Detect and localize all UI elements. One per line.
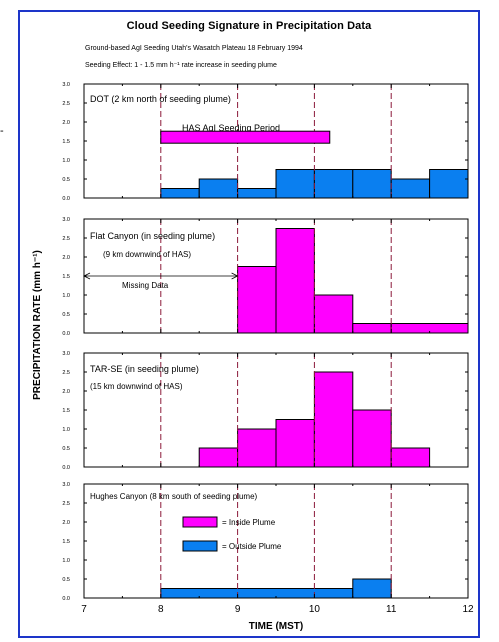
tar-se-ytick-label-0: 0.0 [62, 465, 70, 471]
flat-canyon-label: Flat Canyon (in seeding plume) [90, 231, 215, 241]
hughes-canyon-label: Hughes Canyon (8 km south of seeding plu… [90, 492, 258, 501]
xtick-label-2: 9 [235, 604, 241, 615]
flat-canyon-missing-arrow-right [231, 272, 239, 280]
flat-canyon-inside-bar-3 [352, 323, 392, 334]
dot-ytick-label-1: 0.5 [62, 177, 70, 183]
hughes-canyon-ytick-label-3: 1.5 [62, 539, 70, 545]
hughes-canyon-ytick-label-2: 1.0 [62, 558, 70, 564]
tar-se-distance-label: (15 km downwind of HAS) [90, 382, 183, 391]
hughes-canyon-ytick-label-5: 2.5 [62, 501, 70, 507]
dot-ytick-label-5: 2.5 [62, 101, 70, 107]
dot-outside-bar-1 [198, 178, 239, 199]
tar-se-inside-bar-1 [237, 428, 277, 468]
flat-canyon-missing-arrow-left [83, 272, 91, 280]
dot-ytick-label-6: 3.0 [62, 82, 70, 88]
chart-title: Cloud Seeding Signature in Precipitation… [126, 20, 372, 32]
legend-label-0: = Inside Plume [222, 518, 276, 527]
hughes-canyon-ytick-label-6: 3.0 [62, 482, 70, 488]
dot-outside-bar-7 [429, 169, 469, 199]
dot-ytick-label-0: 0.0 [62, 196, 70, 202]
chart-subtitle-1: Ground-based AgI Seeding Utah's Wasatch … [85, 45, 303, 52]
tar-se-ytick-label-6: 3.0 [62, 351, 70, 357]
chart-subtitle-2: Seeding Effect: 1 - 1.5 mm h⁻¹ rate incr… [85, 62, 277, 69]
tar-se-ytick-label-2: 1.0 [62, 427, 70, 433]
flat-canyon-ytick-label-4: 2.0 [62, 255, 70, 261]
flat-canyon-distance-label: (9 km downwind of HAS) [103, 250, 191, 259]
hughes-canyon-ytick-label-0: 0.0 [62, 596, 70, 602]
tar-se-inside-bar-3 [313, 371, 354, 468]
hughes-canyon-outside-bar-1 [352, 578, 392, 599]
dot-outside-bar-2 [237, 188, 277, 199]
hughes-canyon-ytick-label-1: 0.5 [62, 577, 70, 583]
dot-outside-bar-6 [390, 178, 431, 199]
legend-swatch-1 [182, 540, 218, 552]
tar-se-inside-bar-5 [390, 447, 431, 468]
y-axis-title: PRECIPITATION RATE (mm h⁻¹) [32, 250, 43, 400]
dot-outside-bar-5 [352, 169, 392, 199]
hughes-canyon-outside-bar-0 [160, 588, 354, 599]
xtick-label-3: 10 [309, 604, 321, 615]
dot-ytick-label-2: 1.0 [62, 158, 70, 164]
tar-se-label: TAR-SE (in seeding plume) [90, 364, 199, 374]
dot-ytick-label-3: 1.5 [62, 139, 70, 145]
dot-outside-bar-0 [160, 188, 200, 199]
legend-swatch-0 [182, 516, 218, 528]
tar-se-inside-bar-0 [198, 447, 239, 468]
dot-seeding-label: HAS AgI Seeding Period [182, 123, 280, 133]
xtick-label-5: 12 [462, 604, 474, 615]
flat-canyon-ytick-label-0: 0.0 [62, 331, 70, 337]
side-mark: - [0, 125, 4, 137]
flat-canyon-inside-bar-0 [237, 266, 277, 334]
hughes-canyon-panel-box [83, 483, 469, 599]
flat-canyon-inside-bar-2 [313, 294, 354, 334]
xtick-label-1: 8 [158, 604, 164, 615]
hughes-canyon-ytick-label-4: 2.0 [62, 520, 70, 526]
flat-canyon-ytick-label-5: 2.5 [62, 236, 70, 242]
flat-canyon-ytick-label-1: 0.5 [62, 312, 70, 318]
tar-se-ytick-label-1: 0.5 [62, 446, 70, 452]
dot-label: DOT (2 km north of seeding plume) [90, 94, 231, 104]
flat-canyon-ytick-label-2: 1.0 [62, 293, 70, 299]
tar-se-inside-bar-2 [275, 419, 315, 468]
x-axis-title: TIME (MST) [249, 621, 303, 632]
xtick-label-4: 11 [386, 604, 397, 615]
tar-se-ytick-label-3: 1.5 [62, 408, 70, 414]
flat-canyon-inside-bar-1 [275, 228, 315, 334]
tar-se-ytick-label-5: 2.5 [62, 370, 70, 376]
dot-outside-bar-4 [313, 169, 354, 199]
flat-canyon-ytick-label-3: 1.5 [62, 274, 70, 280]
tar-se-inside-bar-4 [352, 409, 392, 468]
dot-outside-bar-3 [275, 169, 315, 199]
flat-canyon-ytick-label-6: 3.0 [62, 217, 70, 223]
dot-ytick-label-4: 2.0 [62, 120, 70, 126]
dot-seeding-period-bar [160, 130, 331, 144]
tar-se-ytick-label-4: 2.0 [62, 389, 70, 395]
xtick-label-0: 7 [81, 604, 87, 615]
flat-canyon-missing-label: Missing Data [122, 281, 169, 290]
legend-label-1: = Outside Plume [222, 542, 282, 551]
